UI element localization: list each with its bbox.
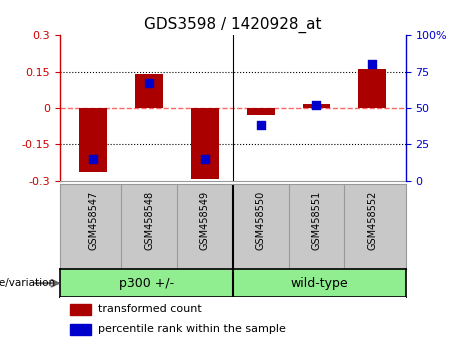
- Text: GSM458549: GSM458549: [200, 191, 210, 250]
- Text: GSM458547: GSM458547: [89, 191, 98, 250]
- Text: GSM458552: GSM458552: [367, 191, 377, 250]
- Point: [90, 156, 97, 161]
- Text: transformed count: transformed count: [98, 304, 202, 314]
- Bar: [70, 304, 91, 315]
- Text: genotype/variation: genotype/variation: [0, 278, 55, 288]
- Bar: [135, 74, 163, 108]
- Bar: [79, 108, 107, 172]
- Bar: [191, 108, 219, 179]
- Bar: [70, 324, 91, 335]
- Text: GSM458551: GSM458551: [312, 191, 321, 250]
- Point: [368, 62, 376, 67]
- Text: GSM458550: GSM458550: [256, 191, 266, 250]
- Bar: [247, 108, 275, 115]
- Point: [313, 102, 320, 108]
- Text: GSM458548: GSM458548: [144, 191, 154, 250]
- Point: [257, 122, 264, 128]
- Bar: [302, 104, 331, 108]
- Bar: [358, 69, 386, 108]
- Point: [201, 156, 209, 161]
- Text: percentile rank within the sample: percentile rank within the sample: [98, 324, 286, 334]
- Text: p300 +/-: p300 +/-: [119, 277, 174, 290]
- Point: [146, 80, 153, 86]
- Text: wild-type: wild-type: [290, 277, 348, 290]
- Title: GDS3598 / 1420928_at: GDS3598 / 1420928_at: [144, 16, 322, 33]
